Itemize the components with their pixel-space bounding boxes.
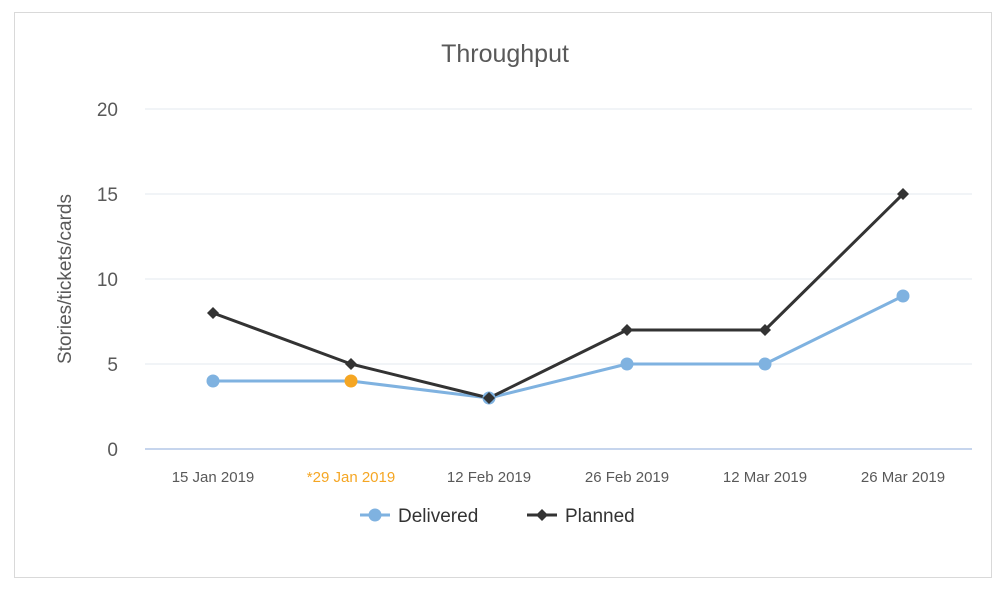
delivered-point (620, 357, 634, 371)
delivered-point (344, 374, 358, 388)
delivered-point (206, 374, 220, 388)
planned-line (212, 192, 905, 400)
x-tick-label: 15 Jan 2019 (172, 469, 255, 486)
chart-title: Throughput (441, 40, 569, 68)
x-tick-label: 26 Feb 2019 (585, 469, 669, 486)
planned-point (759, 324, 771, 336)
legend-marker (536, 509, 548, 521)
x-tick-label: 26 Mar 2019 (861, 469, 945, 486)
legend-marker (368, 508, 382, 522)
chart-frame (14, 12, 992, 578)
y-tick-label: 20 (97, 100, 118, 121)
legend-label: Delivered (398, 506, 478, 527)
legend-label: Planned (565, 506, 635, 527)
y-tick-label: 5 (107, 355, 118, 376)
x-tick-label: 12 Mar 2019 (723, 469, 807, 486)
series-group (206, 188, 910, 405)
y-tick-label: 15 (97, 185, 118, 206)
x-tick-label: *29 Jan 2019 (307, 469, 395, 486)
planned-point (483, 392, 495, 404)
planned-point (207, 307, 219, 319)
legend: Delivered Planned (360, 506, 635, 527)
planned-point (345, 358, 357, 370)
delivered-line (213, 294, 904, 400)
x-tick-labels: 15 Jan 2019 *29 Jan 2019 12 Feb 2019 26 Feb… (172, 469, 945, 486)
planned-point (897, 188, 909, 200)
planned-point (621, 324, 633, 336)
y-axis-label: Stories/tickets/cards (55, 194, 76, 364)
y-tick-label: 0 (107, 440, 118, 461)
y-tick-label: 10 (97, 270, 118, 291)
x-tick-label: 12 Feb 2019 (447, 469, 531, 486)
delivered-point (758, 357, 772, 371)
delivered-point (896, 289, 910, 303)
grid-lines (145, 108, 972, 450)
y-tick-labels: 0 5 10 15 20 (97, 100, 118, 461)
